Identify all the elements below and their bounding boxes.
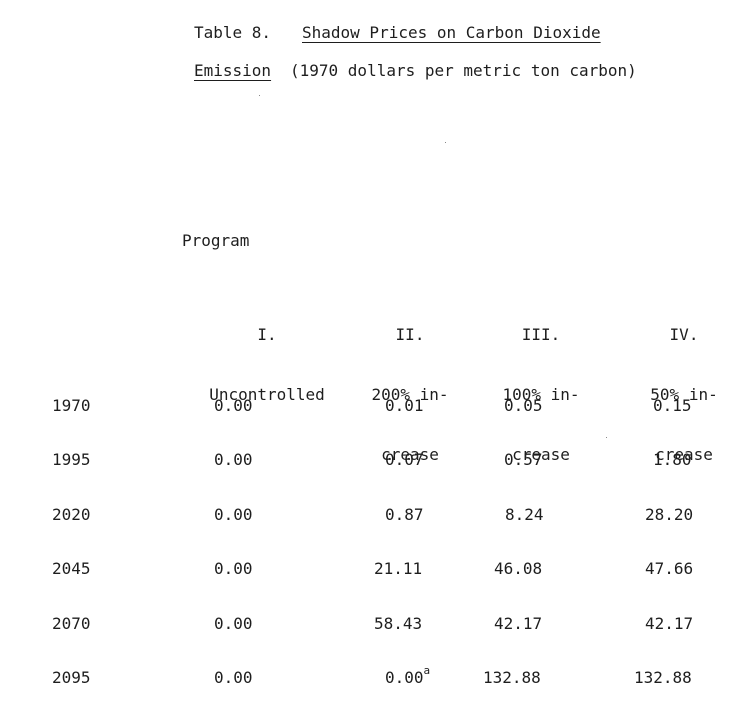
table-cell: 42.17 <box>494 614 543 633</box>
row-year: 2020 <box>52 505 91 524</box>
table-cell: 42.17 <box>645 614 694 633</box>
row-year: 1995 <box>52 450 91 469</box>
table-cell: 46.08 <box>494 559 543 578</box>
scan-speck <box>259 95 260 96</box>
row-year: 2070 <box>52 614 91 633</box>
column-description: 50% in- <box>650 385 718 404</box>
column-description: 200% in- <box>371 385 449 404</box>
footnote-marker: a <box>423 664 431 677</box>
table-cell: 0.00 <box>214 505 253 524</box>
column-numeral: III. <box>521 325 561 344</box>
column-numeral: I. <box>257 325 277 344</box>
program-label: Program <box>182 231 250 250</box>
scan-speck <box>606 437 607 438</box>
column-description-cont: crease <box>381 445 439 464</box>
table-cell: 0.00 <box>214 668 253 687</box>
table-cell: 0.05 <box>504 396 543 415</box>
table-cell: 0.00 <box>214 559 253 578</box>
table-title-line-2-underlined: Emission <box>194 61 272 80</box>
row-year: 2045 <box>52 559 91 578</box>
column-header-III: III. 100% in- crease <box>488 285 594 485</box>
table-cell: 132.88 <box>634 668 692 687</box>
column-header-IV: IV. 50% in- crease <box>630 285 738 485</box>
column-numeral: IV. <box>669 325 699 344</box>
table-cell: 8.24 <box>505 505 544 524</box>
table-cell: 58.43 <box>374 614 423 633</box>
table-cell: 1.80 <box>653 450 692 469</box>
table-cell: 28.20 <box>645 505 694 524</box>
table-cell: 47.66 <box>645 559 694 578</box>
table-cell: 0.00 <box>214 450 253 469</box>
column-numeral: II. <box>395 325 425 344</box>
table-cell: 0.15 <box>653 396 692 415</box>
table-cell-with-footnote: 0.00a <box>385 665 430 688</box>
table-cell: 0.57 <box>504 450 543 469</box>
table-cell: 0.00 <box>214 614 253 633</box>
column-description-cont: crease <box>655 445 713 464</box>
column-description-cont: crease <box>512 445 570 464</box>
scan-speck <box>445 142 446 143</box>
table-cell: 0.01 <box>385 396 424 415</box>
table-label: Table 8. <box>194 23 272 42</box>
column-description: 100% in- <box>502 385 580 404</box>
row-year: 2095 <box>52 668 91 687</box>
column-header-I: I. Uncontrolled <box>198 285 336 425</box>
table-cell: 0.87 <box>385 505 424 524</box>
column-description: Uncontrolled <box>209 385 325 404</box>
table-title-line-2-rest: (1970 dollars per metric ton carbon) <box>290 61 637 80</box>
table-cell-value: 0.00 <box>385 668 424 687</box>
table-cell: 21.11 <box>374 559 423 578</box>
column-header-II: II. 200% in- crease <box>356 285 464 485</box>
row-year: 1970 <box>52 396 91 415</box>
table-cell: 0.07 <box>385 450 424 469</box>
table-title-line-1: Shadow Prices on Carbon Dioxide <box>302 23 601 42</box>
table-cell: 132.88 <box>483 668 541 687</box>
table-cell: 0.00 <box>214 396 253 415</box>
